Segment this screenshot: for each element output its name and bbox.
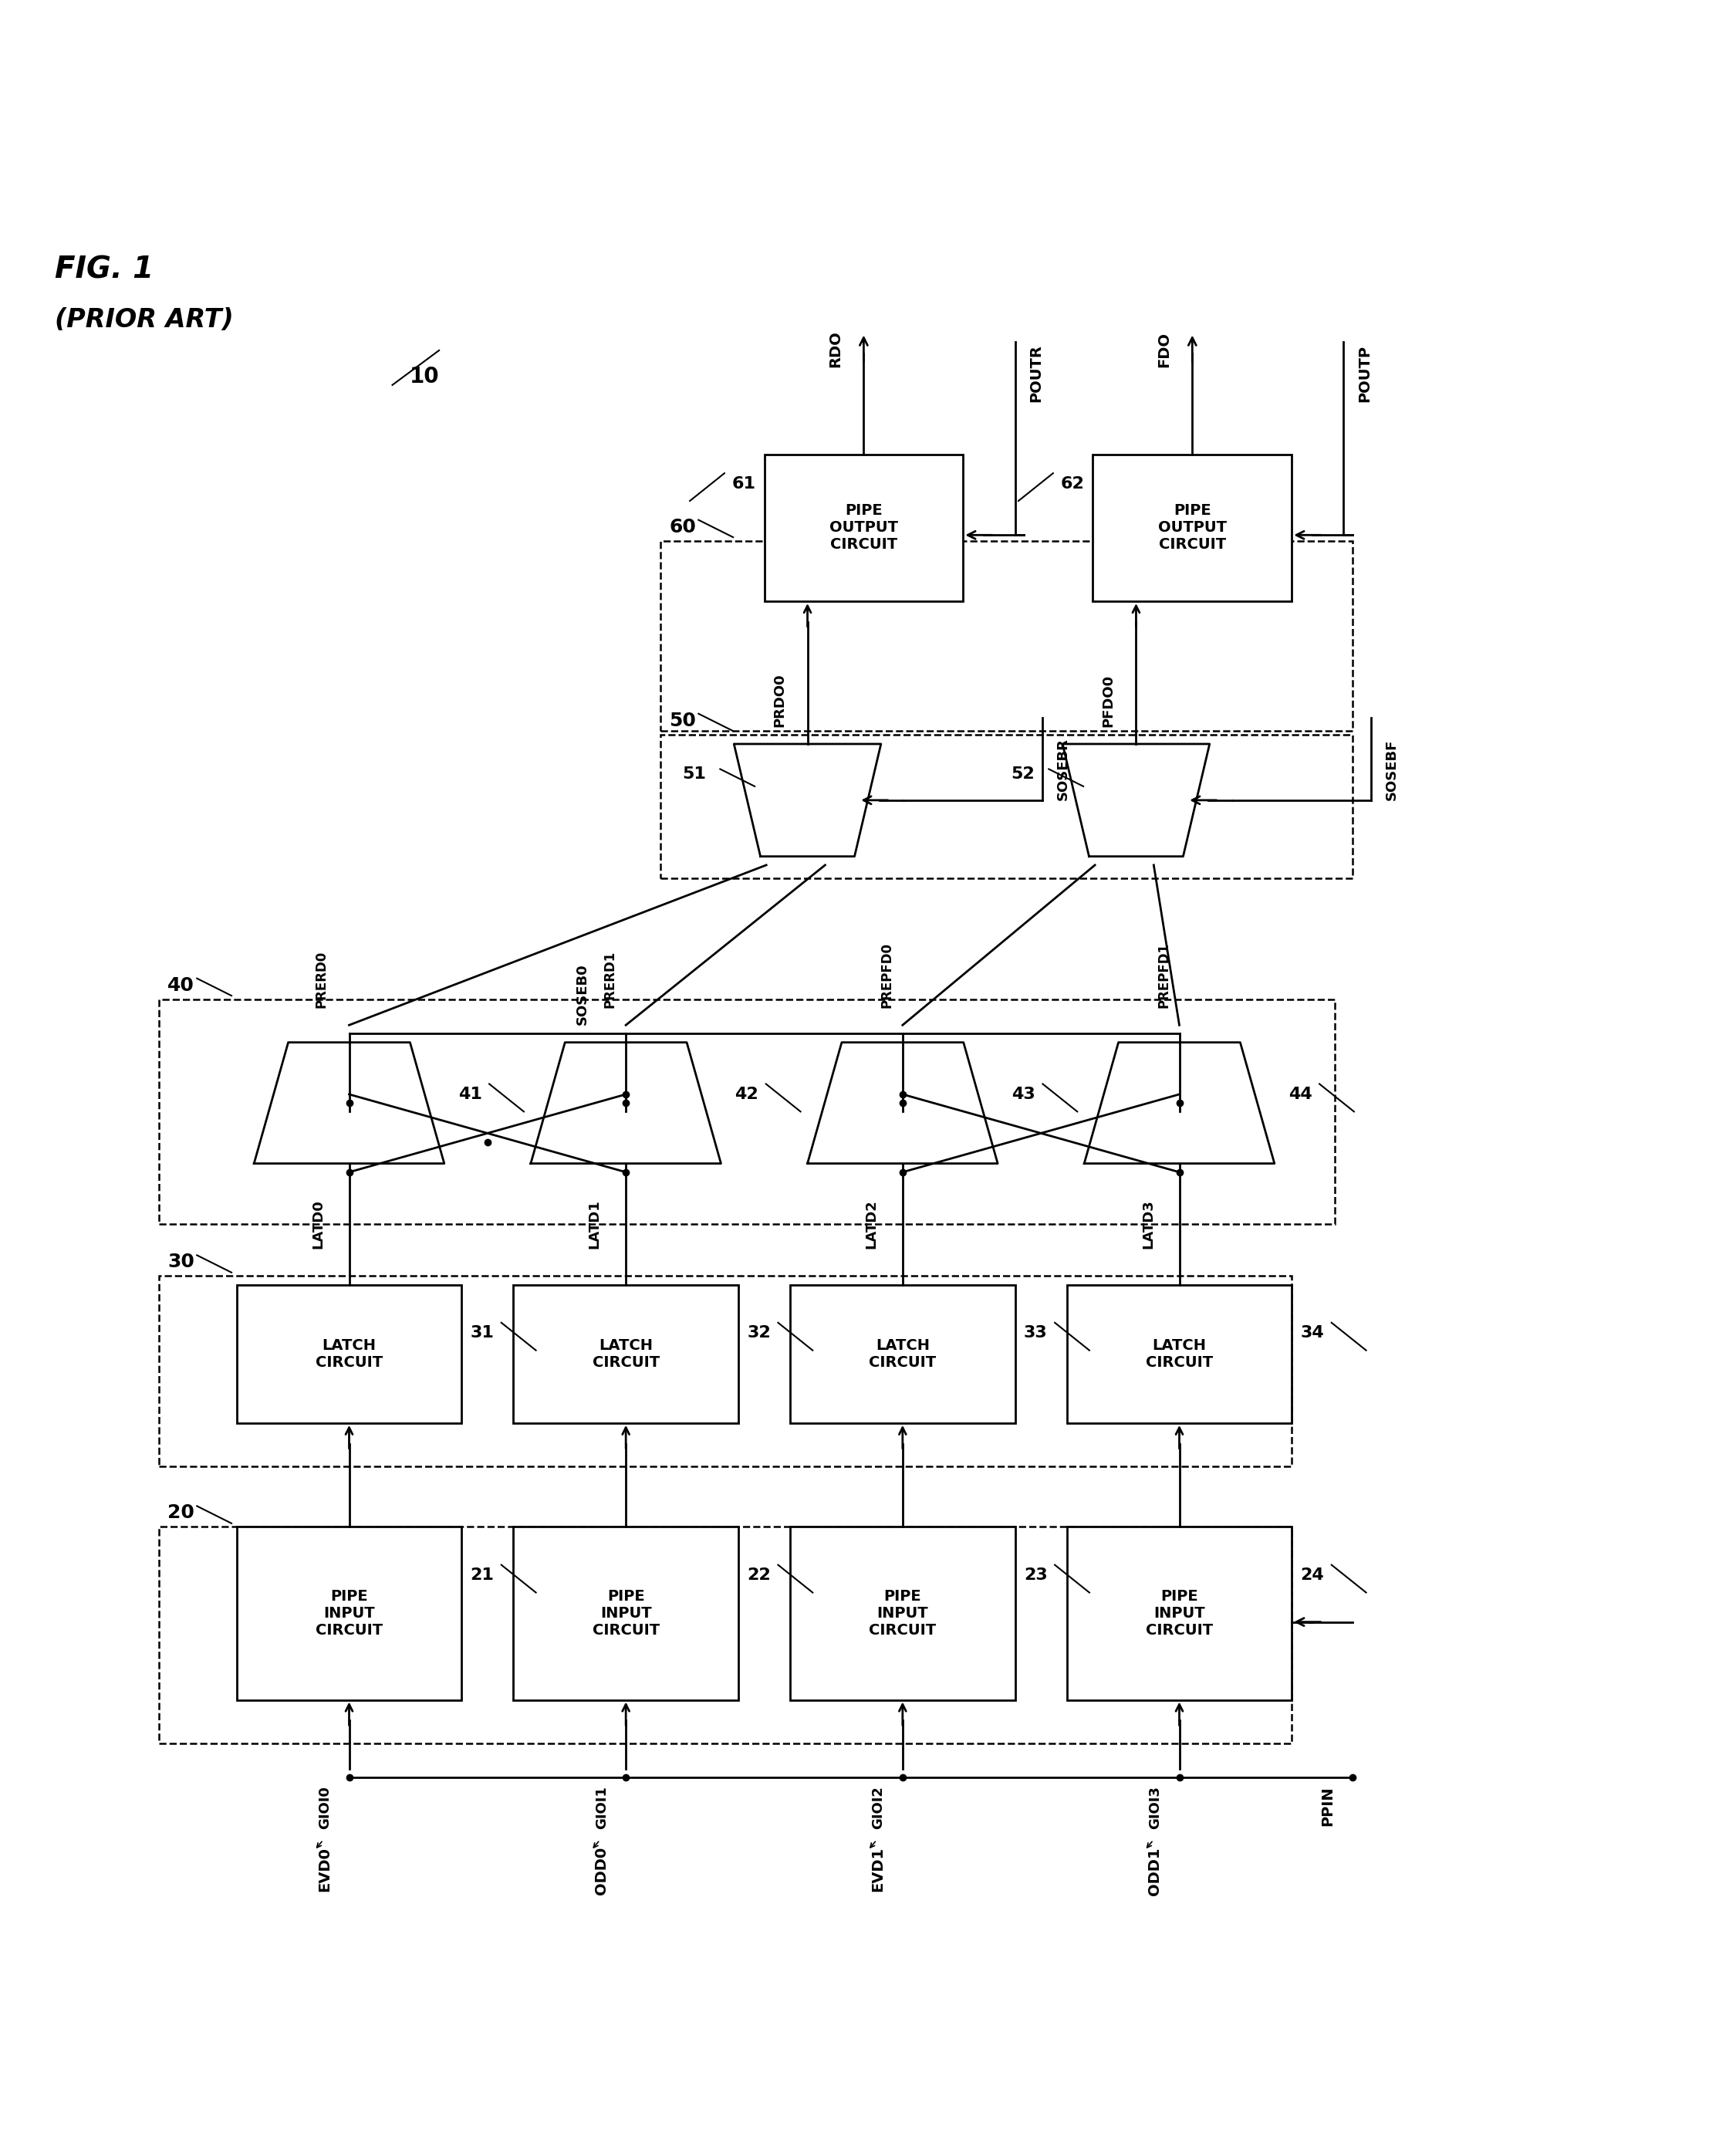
Text: LATCH
CIRCUIT: LATCH CIRCUIT — [870, 1338, 936, 1370]
Text: SOSEB0: SOSEB0 — [576, 963, 590, 1025]
Text: PIPE
INPUT
CIRCUIT: PIPE INPUT CIRCUIT — [592, 1590, 660, 1637]
Text: PREPFD0: PREPFD0 — [880, 941, 894, 1008]
Bar — [1068, 1527, 1292, 1700]
Text: 41: 41 — [458, 1086, 483, 1103]
Text: 62: 62 — [1061, 476, 1085, 491]
Bar — [790, 1284, 1016, 1424]
Text: PIPE
OUTPUT
CIRCUIT: PIPE OUTPUT CIRCUIT — [830, 504, 898, 551]
Text: LATD0: LATD0 — [311, 1200, 325, 1249]
Text: PFDO0: PFDO0 — [1101, 674, 1115, 726]
Bar — [660, 735, 1352, 879]
Text: 50: 50 — [668, 711, 696, 730]
Text: LATCH
CIRCUIT: LATCH CIRCUIT — [592, 1338, 660, 1370]
Bar — [160, 1275, 1292, 1467]
Text: 52: 52 — [1010, 767, 1035, 782]
Text: 21: 21 — [470, 1568, 495, 1583]
Text: PREPFD1: PREPFD1 — [1156, 941, 1170, 1008]
Text: PRERD1: PRERD1 — [604, 950, 618, 1008]
Text: 60: 60 — [668, 517, 696, 536]
Bar — [236, 1527, 462, 1700]
Polygon shape — [807, 1043, 998, 1163]
Bar — [660, 541, 1352, 730]
Text: 40: 40 — [168, 976, 194, 995]
Text: 42: 42 — [734, 1086, 759, 1103]
Text: 43: 43 — [1012, 1086, 1035, 1103]
Text: 32: 32 — [746, 1325, 771, 1340]
Bar — [514, 1527, 738, 1700]
Text: 31: 31 — [470, 1325, 495, 1340]
Text: PIPE
INPUT
CIRCUIT: PIPE INPUT CIRCUIT — [316, 1590, 382, 1637]
Text: PIPE
INPUT
CIRCUIT: PIPE INPUT CIRCUIT — [1146, 1590, 1213, 1637]
Text: FIG. 1: FIG. 1 — [56, 254, 155, 284]
Text: 23: 23 — [1024, 1568, 1047, 1583]
Bar — [160, 1527, 1292, 1743]
Text: FDO: FDO — [1156, 332, 1172, 368]
Text: 20: 20 — [168, 1503, 194, 1523]
Polygon shape — [1085, 1043, 1274, 1163]
Polygon shape — [1062, 743, 1210, 857]
Text: 24: 24 — [1300, 1568, 1325, 1583]
Text: (PRIOR ART): (PRIOR ART) — [56, 308, 234, 332]
Text: ODD1: ODD1 — [1147, 1846, 1161, 1896]
Bar — [514, 1284, 738, 1424]
Bar — [764, 454, 963, 601]
Text: PRERD0: PRERD0 — [314, 950, 328, 1008]
Text: 44: 44 — [1288, 1086, 1312, 1103]
Text: ODD0: ODD0 — [594, 1846, 609, 1896]
Text: LATD1: LATD1 — [589, 1200, 602, 1249]
Text: LATCH
CIRCUIT: LATCH CIRCUIT — [316, 1338, 382, 1370]
Text: LATD3: LATD3 — [1141, 1200, 1154, 1249]
Text: POUTR: POUTR — [1029, 345, 1043, 403]
Text: RDO: RDO — [828, 332, 844, 368]
Text: GIOI0: GIOI0 — [318, 1786, 332, 1829]
Text: 33: 33 — [1024, 1325, 1047, 1340]
Polygon shape — [531, 1043, 720, 1163]
Text: PPIN: PPIN — [1321, 1786, 1335, 1827]
Text: GIOI3: GIOI3 — [1147, 1786, 1161, 1829]
Text: 22: 22 — [746, 1568, 771, 1583]
Text: SOSEBR: SOSEBR — [1055, 739, 1069, 799]
Polygon shape — [253, 1043, 444, 1163]
Text: PIPE
INPUT
CIRCUIT: PIPE INPUT CIRCUIT — [870, 1590, 936, 1637]
Text: GIOI1: GIOI1 — [595, 1786, 609, 1829]
Text: EVD1: EVD1 — [871, 1846, 885, 1891]
Text: 34: 34 — [1300, 1325, 1325, 1340]
Bar — [1094, 454, 1292, 601]
Text: SOSEBF: SOSEBF — [1385, 739, 1399, 799]
Bar — [790, 1527, 1016, 1700]
Polygon shape — [734, 743, 880, 857]
Text: LATCH
CIRCUIT: LATCH CIRCUIT — [1146, 1338, 1213, 1370]
Text: POUTP: POUTP — [1358, 345, 1371, 403]
Bar — [1068, 1284, 1292, 1424]
Text: 61: 61 — [731, 476, 755, 491]
Bar — [236, 1284, 462, 1424]
Text: GIOI2: GIOI2 — [871, 1786, 885, 1829]
Text: EVD0: EVD0 — [318, 1846, 332, 1891]
Text: 30: 30 — [168, 1254, 194, 1271]
Text: PIPE
OUTPUT
CIRCUIT: PIPE OUTPUT CIRCUIT — [1158, 504, 1227, 551]
Text: 51: 51 — [682, 767, 707, 782]
Text: 10: 10 — [410, 366, 439, 388]
Text: PRDO0: PRDO0 — [773, 672, 786, 726]
Bar — [160, 999, 1335, 1223]
Text: LATD2: LATD2 — [865, 1200, 878, 1249]
